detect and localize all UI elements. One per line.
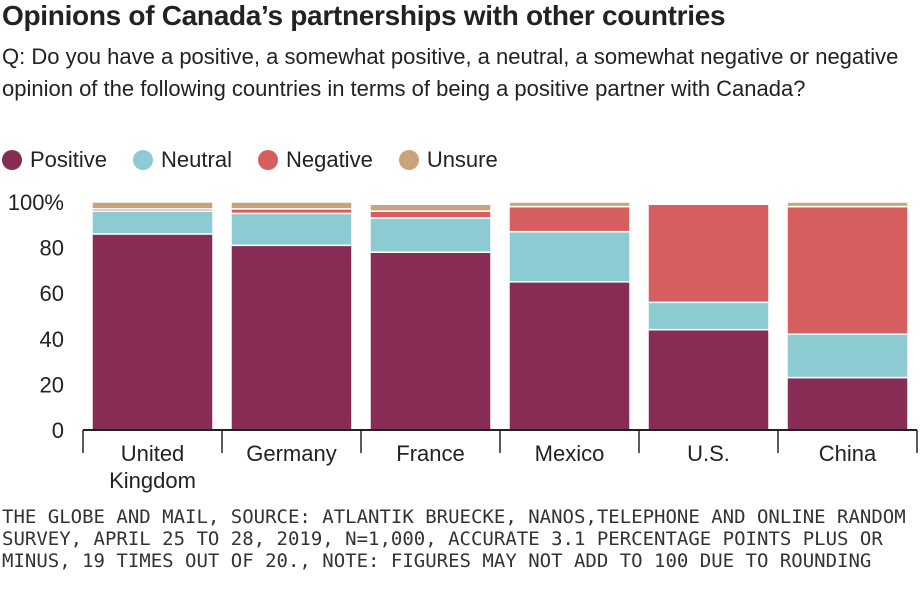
legend-item-unsure: Unsure xyxy=(398,147,498,173)
legend-label-unsure: Unsure xyxy=(426,147,498,172)
y-tick-label: 60 xyxy=(40,281,64,306)
x-tick-label: China xyxy=(819,441,877,466)
x-tick-label: Mexico xyxy=(535,441,605,466)
bar-neutral xyxy=(647,301,770,331)
legend-swatch-positive xyxy=(2,150,22,170)
legend-item-neutral: Neutral xyxy=(133,147,232,173)
legend-item-positive: Positive xyxy=(2,147,107,173)
chart-title: Opinions of Canada’s partnerships with o… xyxy=(2,0,726,31)
legend-swatch-neutral xyxy=(133,150,154,170)
x-tick-label: Germany xyxy=(246,441,336,466)
bar-negative xyxy=(647,203,770,304)
bar-neutral xyxy=(369,217,492,253)
bar-negative xyxy=(369,210,492,219)
y-tick-label: 20 xyxy=(40,372,64,397)
x-tick-label: United Kingdom xyxy=(109,441,196,493)
bar-negative xyxy=(786,205,909,335)
y-tick-label: 0 xyxy=(52,418,64,443)
bar-positive xyxy=(369,251,492,431)
bar-unsure xyxy=(508,201,631,208)
y-tick-label: 80 xyxy=(40,236,64,261)
y-tick-label: 40 xyxy=(40,327,64,352)
legend: Positive Neutral Negative Unsure xyxy=(2,147,524,173)
bar-neutral xyxy=(508,230,631,283)
legend-label-negative: Negative xyxy=(285,147,373,172)
y-tick-label: 100% xyxy=(8,190,64,215)
bar-unsure xyxy=(786,201,909,208)
legend-label-positive: Positive xyxy=(30,147,108,172)
bar-unsure xyxy=(230,201,353,210)
bar-neutral xyxy=(230,212,353,247)
bar-negative xyxy=(508,205,631,233)
legend-swatch-unsure xyxy=(398,150,419,170)
bar-positive xyxy=(508,281,631,431)
bar-unsure xyxy=(369,203,492,212)
bar-positive xyxy=(786,376,909,431)
legend-label-neutral: Neutral xyxy=(161,147,232,172)
bar-neutral xyxy=(786,333,909,379)
chart-subtitle: Q: Do you have a positive, a somewhat po… xyxy=(2,44,899,101)
bar-neutral xyxy=(91,210,214,235)
bar-positive xyxy=(647,328,770,431)
source-footnote: THE GLOBE AND MAIL, SOURCE: ATLANTIK BRU… xyxy=(2,506,906,572)
x-tick-label: France xyxy=(396,441,464,466)
stacked-bar-chart: 0 20 40 60 80 100% United Kingdom Germany France M… xyxy=(8,190,918,493)
bar-unsure xyxy=(91,201,214,210)
bar-positive xyxy=(91,233,214,431)
legend-swatch-negative xyxy=(257,150,278,170)
x-tick-label: U.S. xyxy=(687,441,730,466)
bar-positive xyxy=(230,244,353,431)
legend-item-negative: Negative xyxy=(257,147,373,173)
